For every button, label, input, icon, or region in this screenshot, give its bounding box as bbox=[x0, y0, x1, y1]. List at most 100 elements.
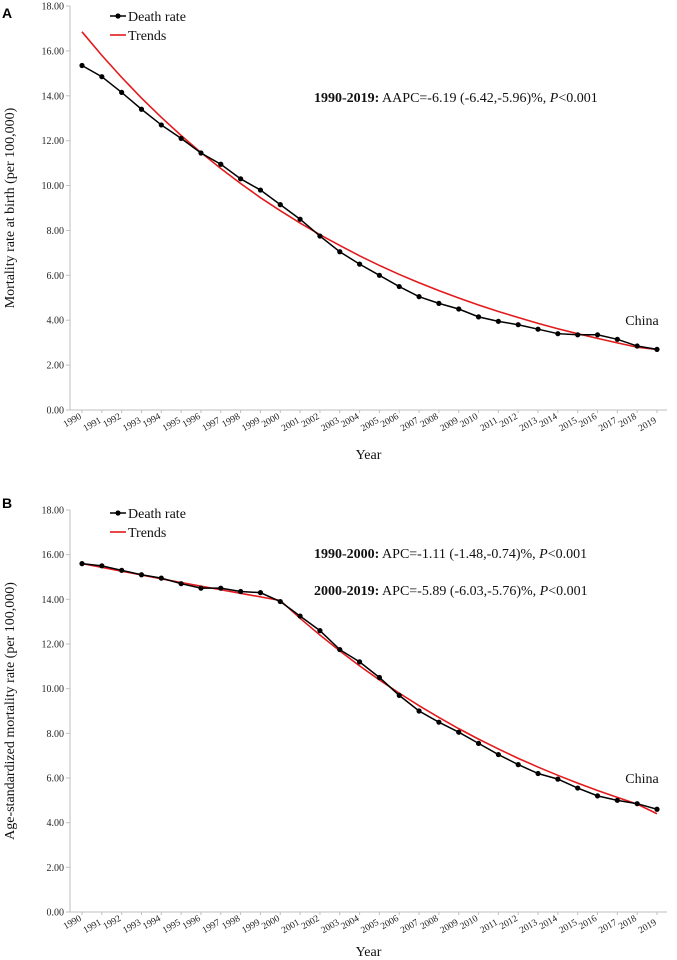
x-tick-label: 2016 bbox=[578, 412, 600, 430]
death-rate-point bbox=[515, 762, 521, 768]
y-tick-label: 8.00 bbox=[47, 226, 65, 237]
death-rate-point bbox=[555, 331, 561, 337]
x-tick-label: 2010 bbox=[459, 412, 481, 430]
x-tick-label: 1993 bbox=[122, 918, 144, 936]
death-rate-point bbox=[396, 283, 402, 290]
death-rate-point bbox=[634, 343, 640, 349]
y-tick-label: 2.00 bbox=[47, 863, 65, 874]
death-rate-point bbox=[79, 561, 85, 567]
x-tick-label: 1997 bbox=[201, 918, 223, 936]
x-tick-label: 1998 bbox=[221, 914, 243, 932]
legend-trends-label: Trends bbox=[128, 526, 166, 541]
x-axis-title: Year bbox=[356, 945, 382, 960]
death-rate-point bbox=[337, 249, 343, 255]
annotation-2: 2000-2019: APC=-5.89 (-6.03,-5.76)%, P<0… bbox=[314, 584, 588, 599]
legend-death-rate-marker bbox=[115, 13, 121, 19]
chart-panel-b: B 0.00 2.00 4.00 6.00 8.00 10.00 12.00 14.00 16.0… bbox=[2, 495, 667, 960]
x-tick-label: 2007 bbox=[399, 416, 421, 434]
death-rate-point bbox=[356, 261, 363, 267]
death-rate-point bbox=[257, 187, 264, 193]
panel-letter: A bbox=[2, 5, 12, 21]
x-axis-title: Year bbox=[356, 448, 382, 463]
y-tick-label: 0.00 bbox=[47, 406, 65, 417]
death-rate-point bbox=[456, 729, 462, 735]
x-tick-label: 2003 bbox=[320, 918, 342, 936]
x-tick-label: 2011 bbox=[479, 416, 500, 434]
death-rate-point bbox=[376, 674, 383, 681]
legend-trends-label: Trends bbox=[128, 29, 166, 44]
x-tick-label: 2001 bbox=[280, 918, 302, 936]
x-tick-label: 1992 bbox=[102, 914, 124, 932]
death-rate-point bbox=[317, 628, 323, 634]
death-rate-point bbox=[575, 332, 581, 338]
x-tick-label: 1997 bbox=[201, 416, 223, 434]
x-tick-label: 2003 bbox=[320, 416, 342, 434]
x-tick-label: 2002 bbox=[300, 914, 322, 932]
death-rate-point bbox=[535, 770, 541, 777]
series-trends-line bbox=[81, 562, 658, 815]
death-rate-point bbox=[158, 122, 164, 128]
death-rate-point bbox=[337, 646, 343, 653]
x-tick-label: 1991 bbox=[82, 416, 104, 434]
death-rate-point bbox=[555, 776, 561, 782]
annotation-stat: AAPC=-6.19 (-6.42,-5.96)%, bbox=[379, 91, 549, 106]
death-rate-point bbox=[119, 567, 125, 573]
x-tick-label: 1993 bbox=[122, 416, 144, 434]
y-tick-label: 18.00 bbox=[42, 506, 65, 517]
x-tick-label: 2002 bbox=[300, 412, 322, 430]
annotation-period: 1990-2000: bbox=[314, 547, 379, 562]
series-death-rate-line bbox=[81, 64, 658, 351]
annotation-p-symbol: P bbox=[539, 584, 549, 599]
annotation-p-value: <0.001 bbox=[548, 584, 587, 599]
y-axis-title: Age-standardized mortality rate (per 100… bbox=[3, 582, 18, 840]
annotation-1: 1990-2019: AAPC=-6.19 (-6.42,-5.96)%, P<… bbox=[314, 91, 598, 106]
death-rate-point bbox=[475, 740, 482, 746]
death-rate-point bbox=[218, 161, 224, 167]
panel-letter: B bbox=[2, 495, 12, 511]
x-tick-label: 2007 bbox=[399, 918, 421, 936]
x-tick-label: 1998 bbox=[221, 412, 243, 430]
death-rate-point bbox=[317, 233, 323, 239]
x-tick-label: 2012 bbox=[498, 914, 520, 932]
death-rate-point bbox=[158, 575, 164, 581]
legend: Death rate Trends bbox=[110, 507, 186, 541]
death-rate-point bbox=[654, 806, 660, 812]
y-tick-label: 16.00 bbox=[42, 46, 65, 57]
x-tick-label: 1992 bbox=[102, 412, 124, 430]
death-rate-point bbox=[436, 300, 442, 306]
chart-panel-a: A 0.00 2.00 4.00 6.00 8.00 10.00 12.00 14.00 16.0… bbox=[2, 2, 667, 463]
x-tick-label: 1994 bbox=[141, 412, 163, 430]
x-tick-label: 2014 bbox=[538, 914, 560, 932]
x-tick-label: 2019 bbox=[637, 416, 659, 434]
x-tick-label: 2014 bbox=[538, 412, 560, 430]
x-tick-label: 2015 bbox=[558, 918, 580, 936]
death-rate-point bbox=[614, 797, 620, 803]
death-rate-point bbox=[138, 106, 145, 112]
x-tick-label: 2018 bbox=[617, 412, 639, 430]
x-tick-label: 1990 bbox=[62, 914, 84, 932]
y-tick-label: 10.00 bbox=[42, 684, 65, 695]
x-tick-label: 1999 bbox=[240, 918, 262, 936]
death-rate-point bbox=[634, 801, 640, 807]
x-tick-label: 2016 bbox=[578, 914, 600, 932]
x-tick-label: 2004 bbox=[340, 914, 362, 932]
death-rate-point bbox=[238, 588, 244, 595]
x-tick-label: 1995 bbox=[161, 416, 183, 434]
x-tick-label: 1991 bbox=[82, 918, 104, 936]
death-rate-point bbox=[475, 314, 482, 320]
series-death-rate-line bbox=[81, 562, 658, 810]
legend-death-rate-label: Death rate bbox=[128, 507, 186, 522]
death-rate-point bbox=[178, 135, 184, 142]
x-tick-label: 2012 bbox=[498, 412, 520, 430]
x-tick-label: 2013 bbox=[518, 416, 540, 434]
death-rate-point bbox=[515, 322, 521, 328]
death-rate-point bbox=[297, 216, 303, 222]
death-rate-point bbox=[614, 336, 620, 342]
x-tick-label: 2000 bbox=[260, 412, 282, 430]
y-tick-label: 8.00 bbox=[47, 729, 65, 740]
death-rate-point bbox=[594, 793, 601, 799]
death-rate-point bbox=[594, 332, 601, 338]
death-rate-point bbox=[376, 272, 383, 278]
y-tick-label: 14.00 bbox=[42, 595, 65, 606]
